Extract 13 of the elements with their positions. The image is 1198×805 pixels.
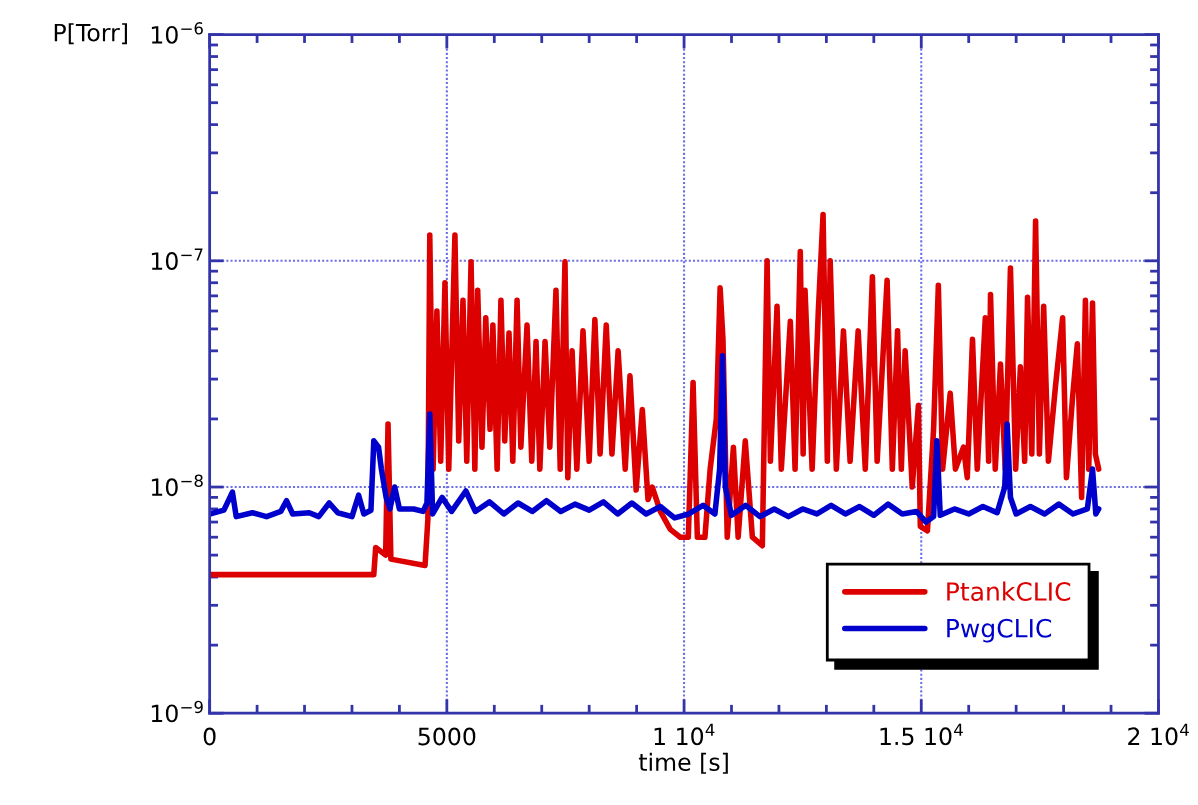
y-axis-title: P[Torr] — [54, 23, 127, 45]
y-tick-label: 10$^{−6}$ — [151, 22, 203, 44]
y-tick-label: 10$^{−9}$ — [151, 700, 203, 723]
y-tick-label: 10$^{−8}$ — [151, 474, 203, 497]
x-tick-label: 1 10$^{4}$ — [654, 723, 715, 746]
legend-label: PtankCLIC — [947, 581, 1071, 601]
x-tick-label: 0 — [203, 727, 216, 746]
x-tick-label: 1.5 10$^{4}$ — [880, 723, 963, 746]
legend-label: PwgCLIC — [947, 618, 1052, 643]
x-tick-label: 2 10$^{4}$ — [1128, 723, 1189, 746]
y-tick-label: 10$^{−7}$ — [151, 248, 203, 270]
x-axis-title: time [s] — [638, 752, 728, 774]
x-tick-label: 5000 — [418, 727, 476, 746]
